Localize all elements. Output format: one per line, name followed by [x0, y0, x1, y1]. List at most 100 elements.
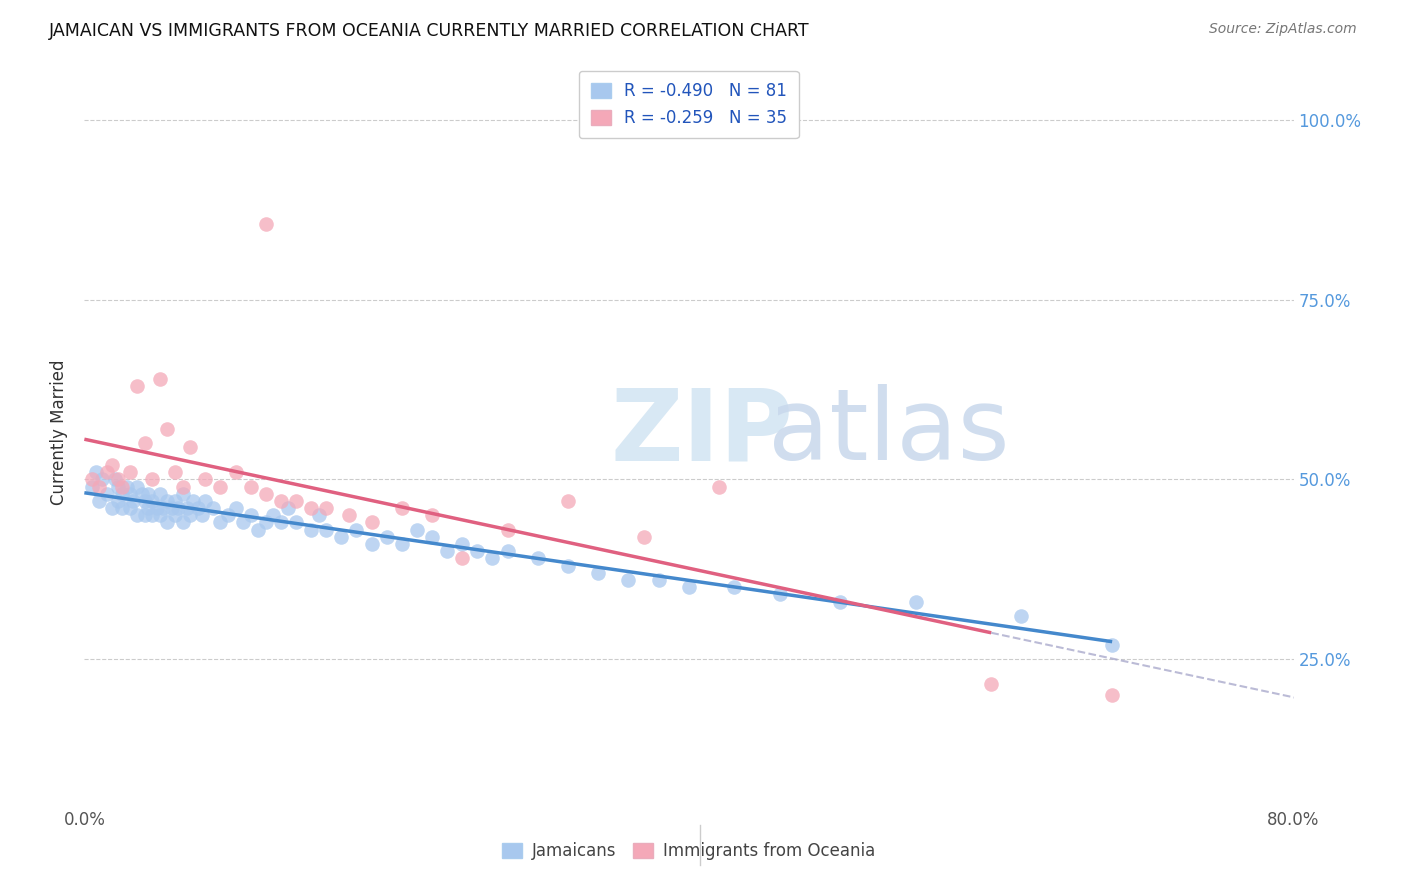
Point: [165, 508, 187, 523]
Point: [107, 479, 129, 493]
Point: [165, 465, 187, 479]
Point: [299, 501, 322, 516]
Legend: Jamaicans, Immigrants from Oceania: Jamaicans, Immigrants from Oceania: [494, 834, 884, 869]
Point: [131, 486, 153, 500]
Point: [360, 516, 382, 530]
Point: [156, 422, 179, 436]
Point: [136, 486, 159, 500]
Point: [160, 501, 183, 516]
Point: [232, 516, 254, 530]
Point: [769, 587, 792, 601]
Point: [167, 501, 190, 516]
Point: [451, 551, 474, 566]
Point: [104, 472, 127, 486]
Point: [172, 516, 194, 530]
Point: [134, 436, 156, 450]
Point: [89, 494, 111, 508]
Point: [481, 551, 503, 566]
Point: [176, 501, 198, 516]
Point: [96, 486, 118, 500]
Point: [270, 494, 292, 508]
Point: [451, 537, 474, 551]
Point: [217, 508, 239, 523]
Point: [118, 501, 141, 516]
Point: [136, 501, 159, 516]
Point: [467, 544, 489, 558]
Point: [254, 486, 277, 500]
Point: [91, 472, 114, 486]
Point: [179, 440, 201, 454]
Point: [127, 379, 149, 393]
Point: [330, 530, 353, 544]
Point: [420, 530, 443, 544]
Point: [337, 508, 360, 523]
Point: [141, 508, 163, 523]
Point: [285, 516, 308, 530]
Point: [80, 479, 103, 493]
Point: [557, 558, 579, 573]
Point: [277, 501, 299, 516]
Point: [111, 486, 134, 500]
Text: Source: ZipAtlas.com: Source: ZipAtlas.com: [1209, 22, 1357, 37]
Point: [156, 494, 179, 508]
Point: [315, 501, 337, 516]
Point: [194, 472, 217, 486]
Point: [262, 508, 284, 523]
Point: [723, 580, 745, 594]
Point: [80, 472, 103, 486]
Point: [118, 465, 141, 479]
Point: [89, 479, 111, 493]
Point: [1101, 638, 1123, 652]
Point: [100, 458, 122, 472]
Point: [239, 508, 262, 523]
Y-axis label: Currently Married: Currently Married: [51, 359, 69, 506]
Point: [149, 508, 172, 523]
Point: [633, 530, 655, 544]
Point: [181, 494, 204, 508]
Point: [149, 372, 172, 386]
Point: [127, 508, 149, 523]
Point: [285, 494, 308, 508]
Point: [187, 501, 209, 516]
Point: [127, 479, 149, 493]
Point: [146, 501, 169, 516]
Point: [557, 494, 579, 508]
Point: [315, 523, 337, 537]
Point: [254, 516, 277, 530]
Point: [86, 465, 108, 479]
Point: [156, 516, 179, 530]
Point: [107, 472, 129, 486]
Point: [904, 594, 927, 608]
Point: [391, 501, 413, 516]
Point: [209, 516, 232, 530]
Point: [111, 501, 134, 516]
Point: [247, 523, 270, 537]
Point: [115, 479, 138, 493]
Point: [360, 537, 382, 551]
Point: [496, 523, 519, 537]
Point: [420, 508, 443, 523]
Point: [617, 573, 640, 587]
Point: [152, 501, 174, 516]
Point: [709, 479, 731, 493]
Point: [436, 544, 458, 558]
Point: [118, 486, 141, 500]
Point: [107, 494, 129, 508]
Point: [209, 479, 232, 493]
Point: [1101, 688, 1123, 702]
Point: [980, 677, 1002, 691]
Point: [172, 479, 194, 493]
Point: [225, 501, 247, 516]
Point: [391, 537, 413, 551]
Point: [254, 217, 277, 231]
Point: [134, 494, 156, 508]
Point: [141, 494, 163, 508]
Point: [406, 523, 429, 537]
Point: [270, 516, 292, 530]
Text: atlas: atlas: [768, 384, 1010, 481]
Point: [100, 501, 122, 516]
Text: ZIP: ZIP: [610, 384, 793, 481]
Point: [496, 544, 519, 558]
Point: [121, 494, 143, 508]
Point: [678, 580, 700, 594]
